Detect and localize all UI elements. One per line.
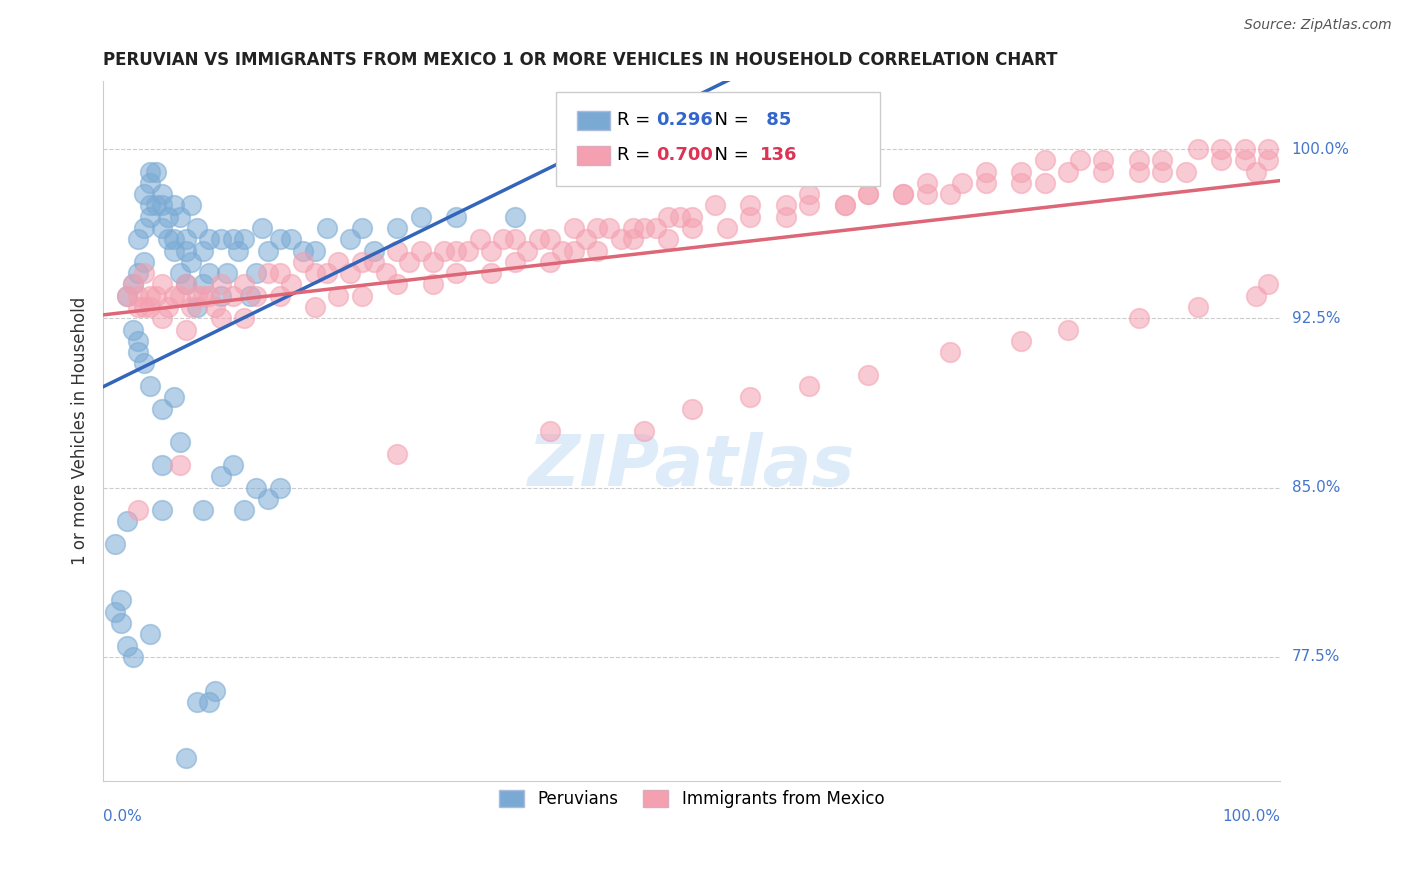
Point bbox=[387, 244, 409, 258]
Point bbox=[169, 210, 191, 224]
Point bbox=[974, 176, 997, 190]
Point bbox=[150, 401, 173, 416]
Point bbox=[186, 289, 208, 303]
Point bbox=[681, 401, 703, 416]
Point bbox=[174, 244, 197, 258]
Point bbox=[503, 232, 526, 246]
Point bbox=[1057, 323, 1080, 337]
Point bbox=[139, 176, 162, 190]
Point bbox=[527, 232, 550, 246]
Point bbox=[939, 345, 962, 359]
Point bbox=[1069, 153, 1091, 168]
Point bbox=[1209, 153, 1232, 168]
Point bbox=[180, 198, 202, 212]
Point bbox=[538, 232, 561, 246]
Point bbox=[198, 232, 221, 246]
Point bbox=[139, 210, 162, 224]
Point bbox=[163, 289, 186, 303]
Point bbox=[586, 221, 609, 235]
Point bbox=[139, 627, 162, 641]
Point bbox=[304, 300, 326, 314]
Point bbox=[1152, 164, 1174, 178]
Point bbox=[834, 198, 856, 212]
Point bbox=[433, 244, 456, 258]
Point bbox=[481, 266, 503, 280]
Point bbox=[1246, 289, 1268, 303]
Point bbox=[950, 176, 973, 190]
Point bbox=[163, 390, 186, 404]
Point bbox=[134, 221, 156, 235]
Point bbox=[1209, 142, 1232, 156]
Point bbox=[422, 255, 444, 269]
Point bbox=[444, 244, 467, 258]
Point bbox=[891, 187, 914, 202]
Point bbox=[374, 266, 396, 280]
Point bbox=[915, 187, 938, 202]
Point bbox=[191, 289, 214, 303]
Point bbox=[186, 300, 208, 314]
Text: 77.5%: 77.5% bbox=[1292, 649, 1340, 665]
Point bbox=[139, 300, 162, 314]
Point bbox=[799, 379, 821, 393]
Text: ZIPatlas: ZIPatlas bbox=[527, 432, 855, 500]
Point bbox=[245, 266, 267, 280]
Text: N =: N = bbox=[703, 145, 755, 164]
Point bbox=[139, 164, 162, 178]
Point bbox=[350, 255, 373, 269]
Point bbox=[621, 221, 644, 235]
Point bbox=[350, 289, 373, 303]
Point bbox=[221, 289, 243, 303]
Point bbox=[121, 323, 143, 337]
Point bbox=[668, 210, 690, 224]
Point bbox=[228, 244, 250, 258]
Text: 85: 85 bbox=[759, 111, 792, 128]
Point bbox=[633, 221, 655, 235]
Point bbox=[269, 232, 291, 246]
Point bbox=[127, 232, 149, 246]
Point bbox=[1174, 164, 1197, 178]
Point bbox=[163, 244, 186, 258]
Point bbox=[856, 368, 879, 382]
Point bbox=[387, 447, 409, 461]
Point bbox=[156, 232, 179, 246]
Point bbox=[304, 266, 326, 280]
Point bbox=[538, 255, 561, 269]
Point bbox=[444, 266, 467, 280]
Y-axis label: 1 or more Vehicles in Household: 1 or more Vehicles in Household bbox=[72, 297, 89, 566]
Point bbox=[915, 176, 938, 190]
Point bbox=[280, 232, 302, 246]
Point bbox=[209, 469, 232, 483]
Point bbox=[239, 289, 262, 303]
Legend: Peruvians, Immigrants from Mexico: Peruvians, Immigrants from Mexico bbox=[492, 783, 891, 814]
Point bbox=[387, 221, 409, 235]
Point bbox=[1057, 164, 1080, 178]
Point bbox=[363, 244, 385, 258]
Point bbox=[156, 210, 179, 224]
Point bbox=[350, 221, 373, 235]
Point bbox=[121, 649, 143, 664]
Point bbox=[121, 277, 143, 292]
Point bbox=[422, 277, 444, 292]
Point bbox=[562, 221, 585, 235]
Point bbox=[139, 198, 162, 212]
Point bbox=[598, 221, 620, 235]
Point bbox=[115, 639, 138, 653]
Point bbox=[204, 300, 226, 314]
Point bbox=[1187, 142, 1209, 156]
Point bbox=[269, 289, 291, 303]
Point bbox=[891, 187, 914, 202]
Point bbox=[198, 695, 221, 709]
Text: 0.700: 0.700 bbox=[657, 145, 713, 164]
Point bbox=[339, 232, 361, 246]
Point bbox=[134, 266, 156, 280]
Point bbox=[233, 503, 256, 517]
Point bbox=[104, 537, 127, 551]
Point bbox=[468, 232, 491, 246]
Point bbox=[1092, 164, 1115, 178]
Point bbox=[191, 503, 214, 517]
Text: 100.0%: 100.0% bbox=[1292, 142, 1350, 157]
Point bbox=[292, 244, 315, 258]
Point bbox=[1257, 142, 1279, 156]
Point bbox=[409, 210, 432, 224]
